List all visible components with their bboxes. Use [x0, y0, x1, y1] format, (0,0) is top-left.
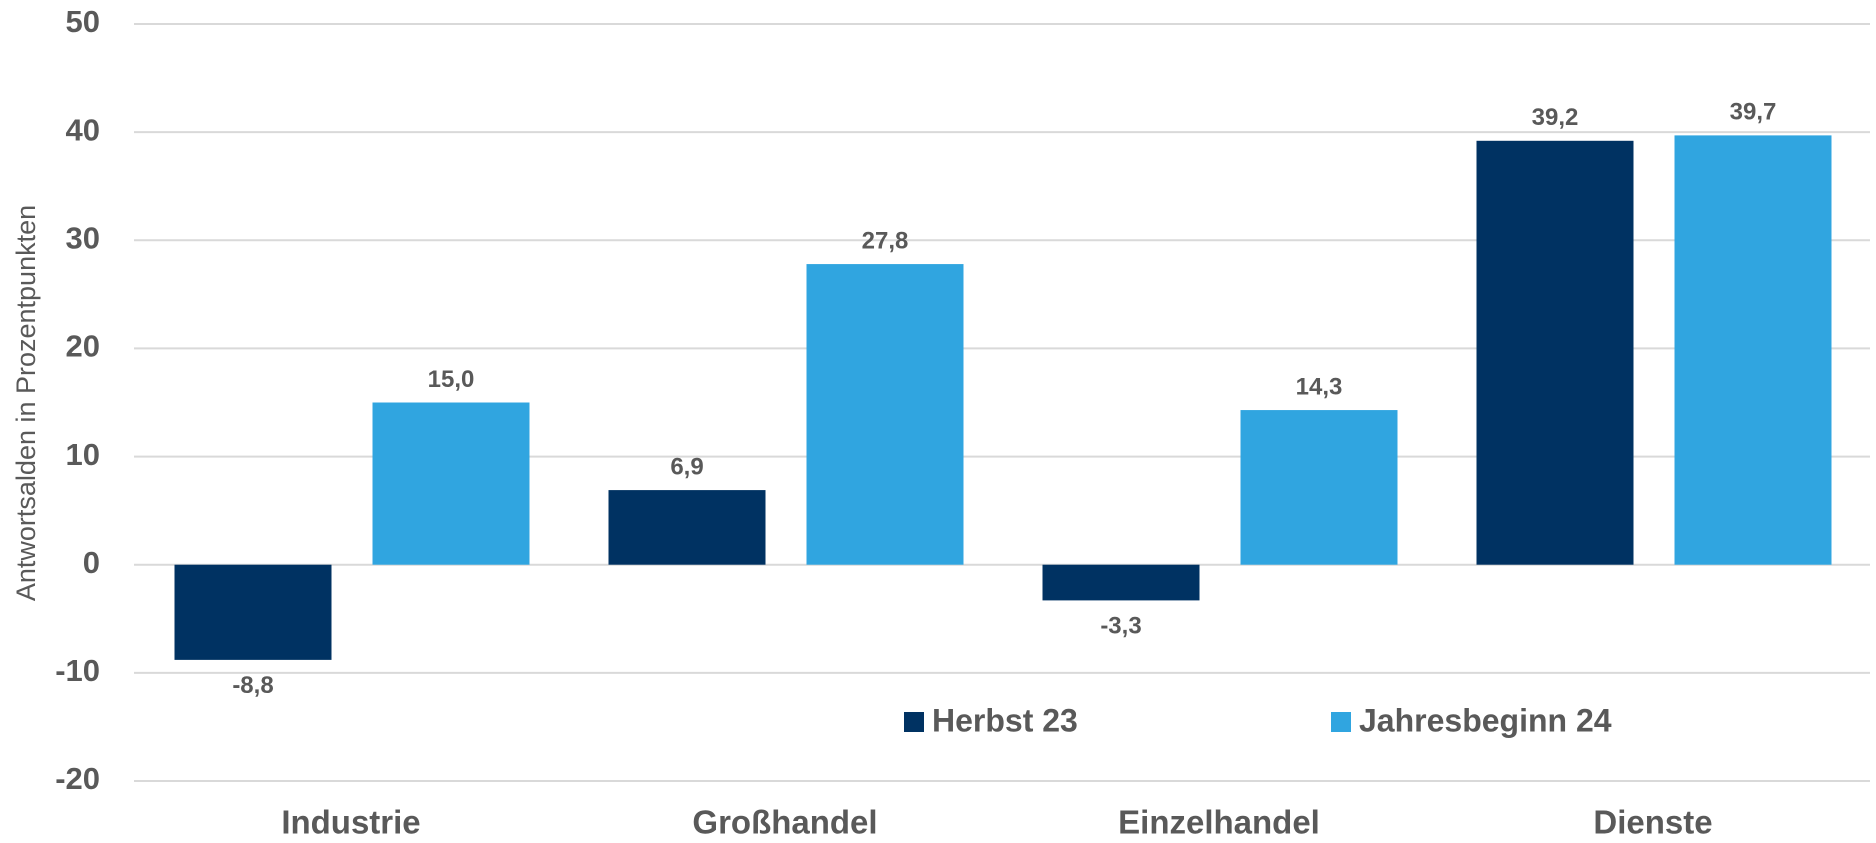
y-tick-label: 50 [66, 4, 100, 39]
y-tick-label: -20 [55, 761, 100, 796]
data-label: 39,7 [1730, 99, 1777, 126]
y-tick-label: 10 [66, 437, 100, 472]
bar [1476, 140, 1634, 565]
legend-swatch [1331, 712, 1351, 732]
data-label: 14,3 [1296, 373, 1343, 400]
bar [372, 402, 530, 565]
bar [174, 564, 332, 660]
y-tick-label: 0 [83, 545, 100, 580]
bar [1240, 410, 1398, 565]
y-tick-label: 30 [66, 220, 100, 255]
legend-swatch [904, 712, 924, 732]
data-label: 27,8 [862, 227, 909, 254]
bar [806, 264, 964, 565]
bar [1674, 135, 1832, 565]
data-label: 6,9 [670, 453, 703, 480]
legend-label: Herbst 23 [932, 702, 1078, 738]
x-tick-label: Großhandel [692, 804, 877, 841]
x-tick-label: Industrie [281, 804, 420, 841]
legend-label: Jahresbeginn 24 [1359, 702, 1612, 738]
data-label: 39,2 [1532, 104, 1579, 131]
bar [1042, 564, 1200, 601]
y-tick-label: 40 [66, 112, 100, 147]
y-tick-label: 20 [66, 329, 100, 364]
y-axis-label: Antwortsalden in Prozentpunkten [11, 205, 41, 601]
data-label: -3,3 [1100, 613, 1141, 640]
data-label: 15,0 [428, 366, 475, 393]
data-label: -8,8 [232, 672, 273, 699]
bar [608, 490, 766, 565]
y-tick-label: -10 [55, 653, 100, 688]
x-tick-label: Dienste [1593, 804, 1712, 841]
x-tick-label: Einzelhandel [1118, 804, 1320, 841]
